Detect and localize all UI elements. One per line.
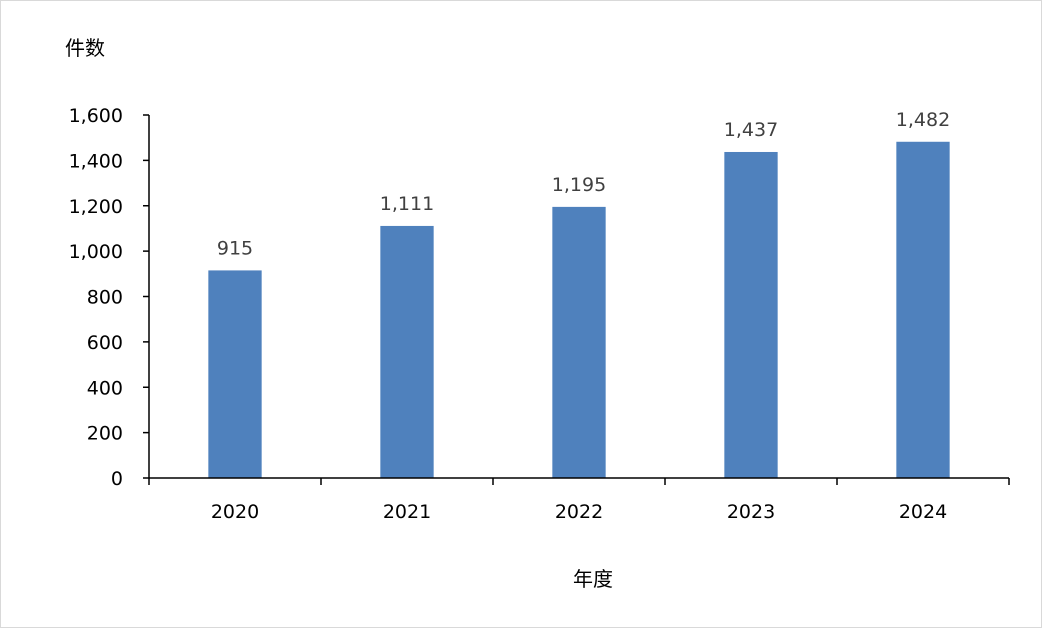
bar [208,270,262,478]
y-tick-label: 1,000 [69,241,123,263]
y-tick-label: 200 [87,423,123,445]
y-axis-title: 件数 [65,36,105,60]
x-tick-label: 2023 [727,501,775,523]
x-axis-title: 年度 [573,567,613,591]
y-tick-label: 0 [111,468,123,490]
bars-group: 915 1,111 1,195 1,437 1,482 [208,109,950,479]
y-tick-label: 600 [87,332,123,354]
x-tick-label: 2021 [383,501,431,523]
bar-data-label: 1,482 [896,109,950,131]
bar [380,225,434,478]
y-tick-label: 800 [87,287,123,309]
x-tick-label: 2022 [555,501,603,523]
y-tick-label: 1,600 [69,105,123,127]
y-axis: 0 200 400 600 800 1,000 1,200 1,400 1,600 [69,105,150,490]
bar [552,206,606,478]
y-tick-label: 1,200 [69,196,123,218]
bar-data-label: 915 [217,237,253,259]
bar-data-label: 1,437 [724,119,778,141]
bar-data-label: 1,111 [380,193,434,215]
bar [896,141,950,479]
x-tick-label: 2020 [211,501,259,523]
bar [724,151,778,478]
bar-data-label: 1,195 [552,174,606,196]
y-tick-label: 400 [87,377,123,399]
x-axis: 2020 2021 2022 2023 2024 [148,477,1010,523]
y-tick-label: 1,400 [69,150,123,172]
x-tick-label: 2024 [899,501,947,523]
